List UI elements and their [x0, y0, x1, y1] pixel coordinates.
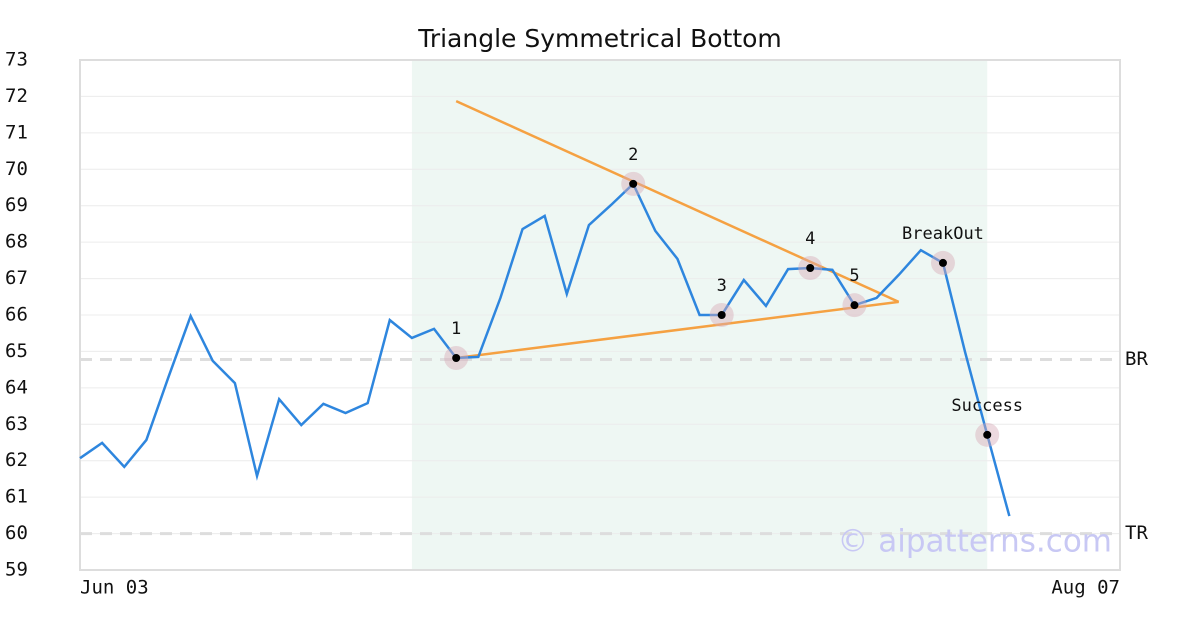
y-tick-label: 73 — [5, 49, 28, 71]
pivot-label: 1 — [451, 319, 461, 339]
x-tick-label: Jun 03 — [80, 577, 149, 599]
y-tick-label: 64 — [5, 376, 28, 398]
y-tick-label: 63 — [5, 413, 28, 435]
trend-line — [456, 300, 899, 360]
plot-frame — [79, 59, 1121, 571]
y-tick-label: 61 — [5, 486, 28, 508]
watermark: © aipatterns.com — [837, 524, 1112, 560]
pivot-point — [452, 353, 461, 362]
pivot-point — [629, 179, 638, 188]
y-tick-label: 66 — [5, 304, 28, 326]
pivot-point — [983, 430, 992, 439]
chart-title: Triangle Symmetrical Bottom — [417, 24, 782, 53]
y-tick-label: 59 — [5, 559, 28, 581]
pivot-label: 5 — [849, 266, 859, 286]
pivot-label: 2 — [628, 145, 638, 165]
pivot-point — [717, 311, 726, 319]
pivot-label: BreakOut — [902, 224, 984, 244]
pivot-label: 3 — [717, 276, 727, 296]
y-tick-label: 62 — [5, 449, 28, 471]
y-tick-label: 60 — [5, 522, 28, 544]
pivot-point — [938, 258, 947, 267]
y-tick-label: 70 — [5, 158, 28, 180]
pivot-label: 4 — [805, 229, 815, 249]
y-tick-label: 67 — [5, 267, 28, 289]
y-tick-label: 72 — [5, 85, 28, 107]
pivot-point — [806, 264, 815, 273]
y-tick-label: 71 — [5, 121, 28, 143]
y-tick-label: 69 — [5, 194, 28, 216]
pivot-point — [850, 301, 859, 310]
x-tick-label: Aug 07 — [1051, 577, 1120, 599]
level-label: TR — [1125, 522, 1148, 544]
pivot-label: Success — [951, 396, 1023, 416]
level-label: BR — [1125, 348, 1148, 370]
y-tick-label: 65 — [5, 340, 28, 362]
y-tick-label: 68 — [5, 231, 28, 253]
